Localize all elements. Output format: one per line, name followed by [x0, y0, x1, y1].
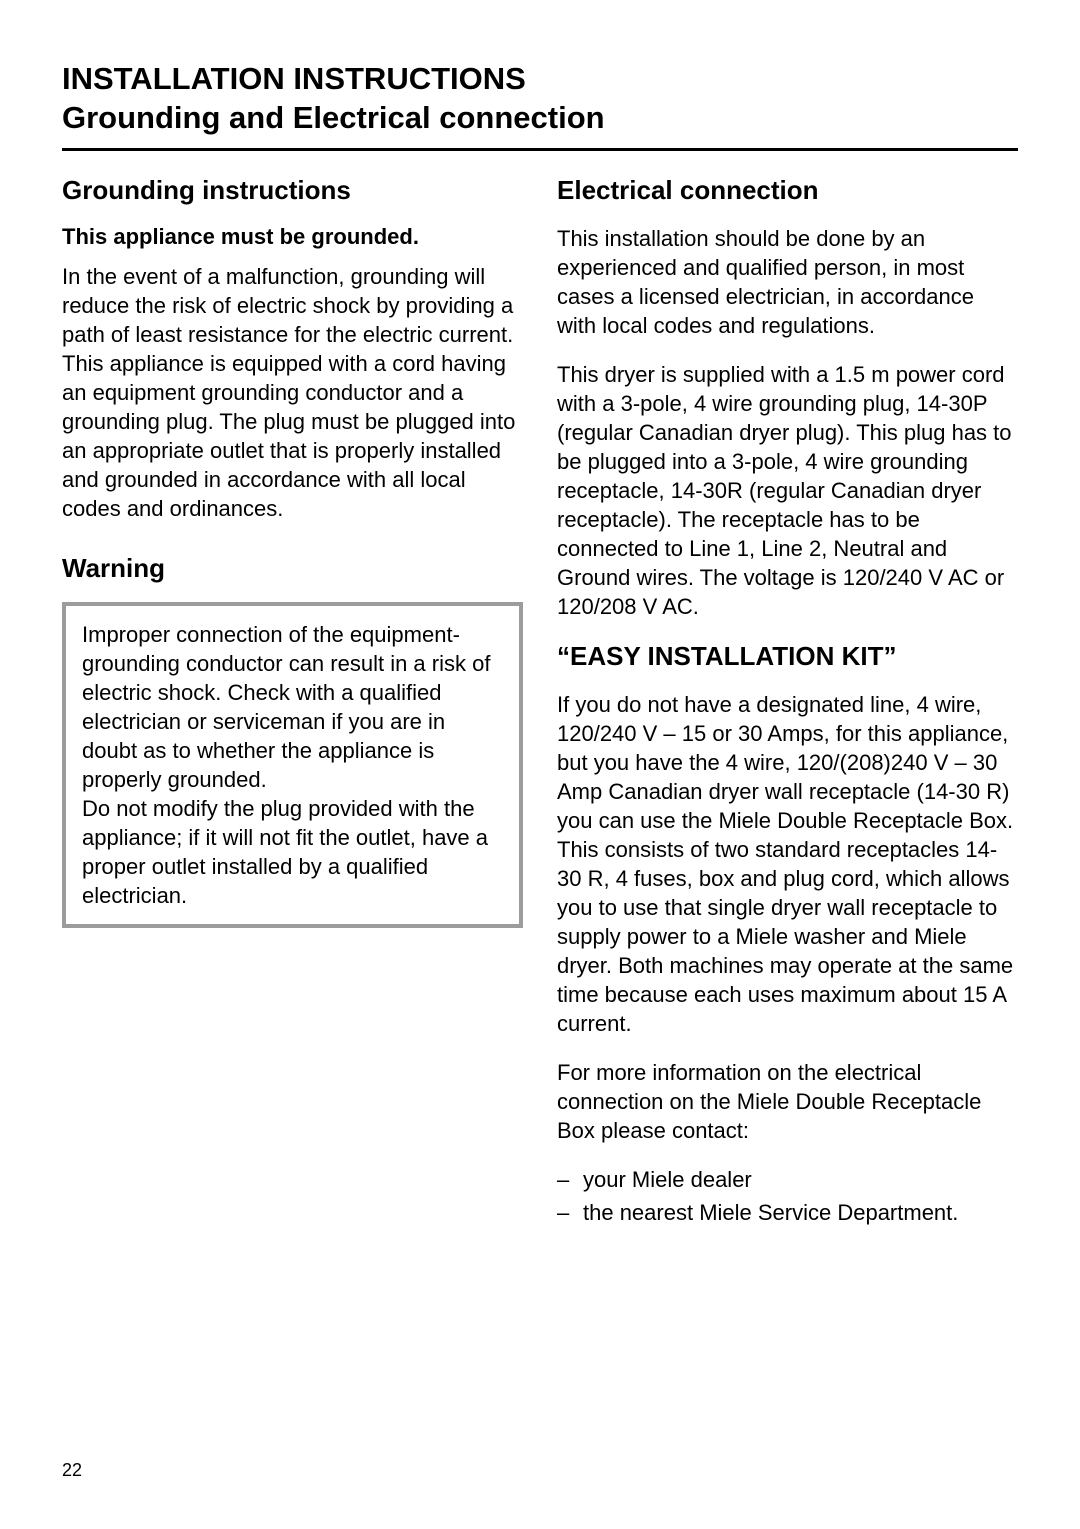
dash-icon: – — [557, 1198, 583, 1227]
right-column: Electrical connection This installation … — [557, 175, 1018, 1232]
electrical-p2: This dryer is supplied with a 1.5 m powe… — [557, 360, 1018, 621]
list-item: – your Miele dealer — [557, 1165, 1018, 1194]
dash-icon: – — [557, 1165, 583, 1194]
header-rule — [62, 148, 1018, 151]
electrical-heading: Electrical connection — [557, 175, 1018, 206]
warning-box: Improper connection of the equipment-gro… — [62, 602, 523, 928]
kit-p1: If you do not have a designated line, 4 … — [557, 690, 1018, 1038]
electrical-p1: This installation should be done by an e… — [557, 224, 1018, 340]
content-columns: Grounding instructions This appliance mu… — [62, 175, 1018, 1232]
grounding-heading: Grounding instructions — [62, 175, 523, 206]
page-title-line2: Grounding and Electrical connection — [62, 100, 605, 135]
list-item-text: your Miele dealer — [583, 1165, 1018, 1194]
warning-body: Improper connection of the equipment-gro… — [82, 620, 503, 910]
grounded-body: In the event of a malfunction, grounding… — [62, 262, 523, 523]
kit-heading: “EASY INSTALLATION KIT” — [557, 641, 1018, 672]
page-number: 22 — [62, 1460, 82, 1481]
kit-p2: For more information on the electrical c… — [557, 1058, 1018, 1145]
grounded-subheading: This appliance must be grounded. — [62, 224, 523, 250]
contact-list: – your Miele dealer – the nearest Miele … — [557, 1165, 1018, 1227]
warning-heading: Warning — [62, 553, 523, 584]
page-header: INSTALLATION INSTRUCTIONS Grounding and … — [62, 60, 1018, 138]
list-item: – the nearest Miele Service Department. — [557, 1198, 1018, 1227]
page-title: INSTALLATION INSTRUCTIONS Grounding and … — [62, 60, 1018, 138]
left-column: Grounding instructions This appliance mu… — [62, 175, 523, 1232]
page-title-line1: INSTALLATION INSTRUCTIONS — [62, 61, 526, 96]
list-item-text: the nearest Miele Service Department. — [583, 1198, 1018, 1227]
